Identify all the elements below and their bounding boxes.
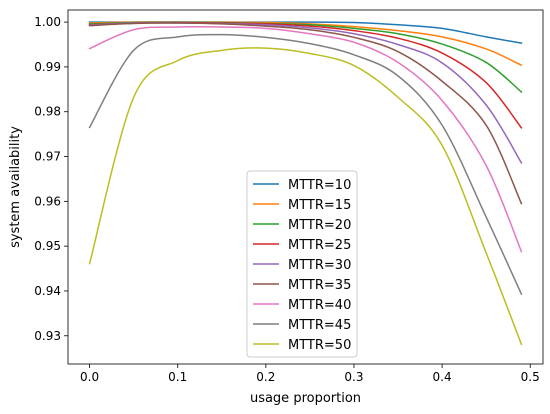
x-tick-label: 0.3 [344,370,363,384]
legend-label: MTTR=25 [288,238,351,253]
legend-label: MTTR=15 [288,198,351,213]
y-tick-label: 0.95 [34,239,61,253]
series-line-7 [88,26,523,253]
y-axis-label: system availability [8,126,23,248]
legend-box [246,170,358,358]
series-line-6 [88,22,523,205]
x-axis-label: usage proportion [250,391,361,406]
y-tick-label: 1.00 [34,15,61,29]
axes-layer: 0.0 0.1 0.2 0.3 0.4 0.5 0.93 0.94 0.95 0.96 0.97 0.… [34,9,544,384]
legend-label: MTTR=45 [288,318,351,333]
series-line-8 [88,33,523,296]
legend-label: MTTR=35 [288,278,351,293]
x-tick-label: 0.0 [80,370,99,384]
y-tick-label: 0.94 [34,284,61,298]
legend-label: MTTR=10 [288,178,351,193]
x-tick-label: 0.5 [521,370,540,384]
legend-label: MTTR=20 [288,218,351,233]
y-tick-label: 0.98 [34,105,61,119]
x-tick-label: 0.4 [433,370,452,384]
series-line-9 [88,47,523,346]
y-tick-label: 0.97 [34,150,61,164]
legend-label: MTTR=40 [288,298,351,313]
x-tick-label: 0.1 [168,370,187,384]
y-tick-label: 0.96 [34,194,61,208]
y-tick-label: 0.93 [34,329,61,343]
legend-label: MTTR=50 [288,338,351,353]
legend: MTTR=10 MTTR=15 MTTR=20 MTTR=25 MTTR=30 MTTR=… [246,170,358,358]
legend-label: MTTR=30 [288,258,351,273]
x-tick-label: 0.2 [256,370,275,384]
plot-frame [67,9,544,365]
series-layer [88,21,523,346]
y-tick-label: 0.99 [34,60,61,74]
